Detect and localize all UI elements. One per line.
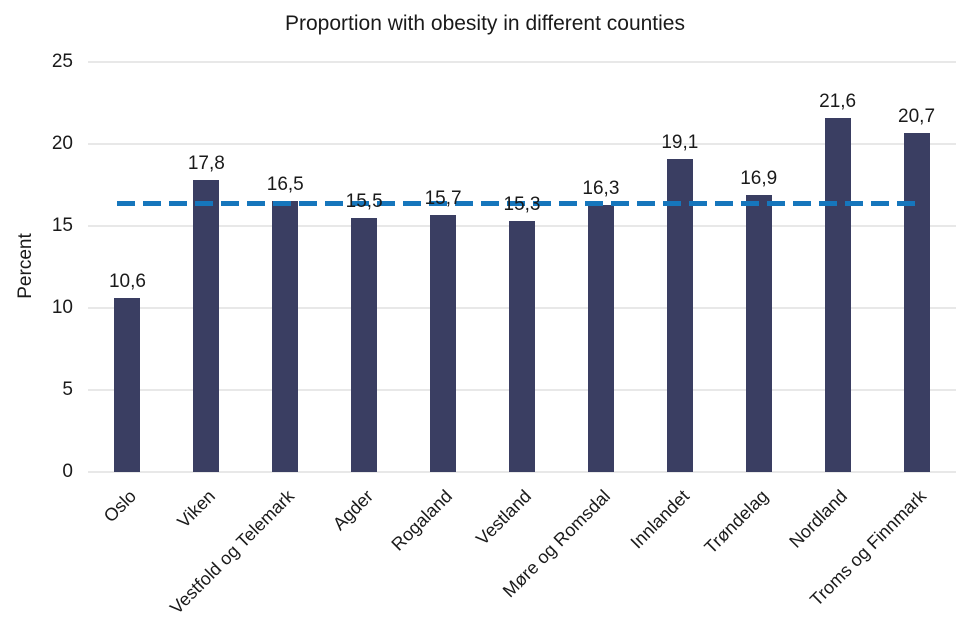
bar <box>587 204 614 472</box>
y-axis-title: Percent <box>15 233 36 299</box>
gridline <box>88 143 956 145</box>
bar-value-label: 16,5 <box>266 174 304 196</box>
bar-value-label: 15,7 <box>424 187 462 209</box>
bar <box>430 214 457 472</box>
bar-value-label: 17,8 <box>187 153 225 175</box>
x-axis-label: Oslo <box>100 485 141 527</box>
bar-value-label: 15,5 <box>345 190 383 212</box>
bar <box>272 201 299 472</box>
bar-value-label: 20,7 <box>898 105 936 127</box>
chart-title: Proportion with obesity in different cou… <box>284 12 685 35</box>
bar <box>903 132 930 472</box>
y-tick-label: 10 <box>51 297 73 318</box>
bar-value-label: 16,3 <box>582 177 620 199</box>
bar <box>114 298 141 472</box>
bar-value-label: 21,6 <box>819 90 857 112</box>
gridline <box>88 471 956 473</box>
bar <box>745 194 772 472</box>
bar-value-label: 16,9 <box>740 167 778 189</box>
bar-value-label: 10,6 <box>108 271 146 293</box>
y-tick-label: 15 <box>51 215 73 236</box>
y-tick-label: 20 <box>51 133 73 154</box>
bar-value-label: 19,1 <box>661 131 699 153</box>
y-tick-label: 0 <box>62 461 73 482</box>
bar <box>509 221 535 472</box>
bar <box>193 180 220 472</box>
bar <box>824 117 851 472</box>
y-tick-label: 5 <box>62 379 73 400</box>
average-reference-dashed-line <box>117 200 921 206</box>
gridline <box>88 61 956 64</box>
bar-value-label: 15,3 <box>503 194 541 216</box>
plot-area <box>88 61 956 473</box>
bar <box>666 158 693 472</box>
bar <box>351 217 378 472</box>
y-tick-label: 25 <box>51 51 73 72</box>
